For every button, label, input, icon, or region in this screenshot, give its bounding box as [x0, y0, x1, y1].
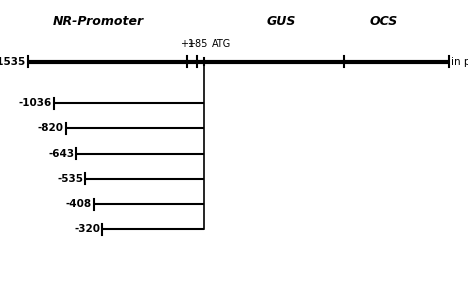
Text: NR-Promoter: NR-Promoter: [53, 15, 144, 28]
Text: -820: -820: [37, 124, 64, 133]
Text: -643: -643: [48, 149, 74, 159]
Text: -320: -320: [74, 225, 100, 234]
Text: ATG: ATG: [212, 39, 231, 49]
Text: -408: -408: [66, 199, 92, 209]
Text: in pG: in pG: [451, 57, 468, 67]
Text: -1036: -1036: [19, 98, 52, 108]
Text: -535: -535: [57, 174, 83, 184]
Text: GUS: GUS: [266, 15, 295, 28]
Text: -1535: -1535: [0, 57, 26, 67]
Text: OCS: OCS: [370, 15, 398, 28]
Text: +1: +1: [180, 39, 194, 49]
Text: +85: +85: [187, 39, 208, 49]
